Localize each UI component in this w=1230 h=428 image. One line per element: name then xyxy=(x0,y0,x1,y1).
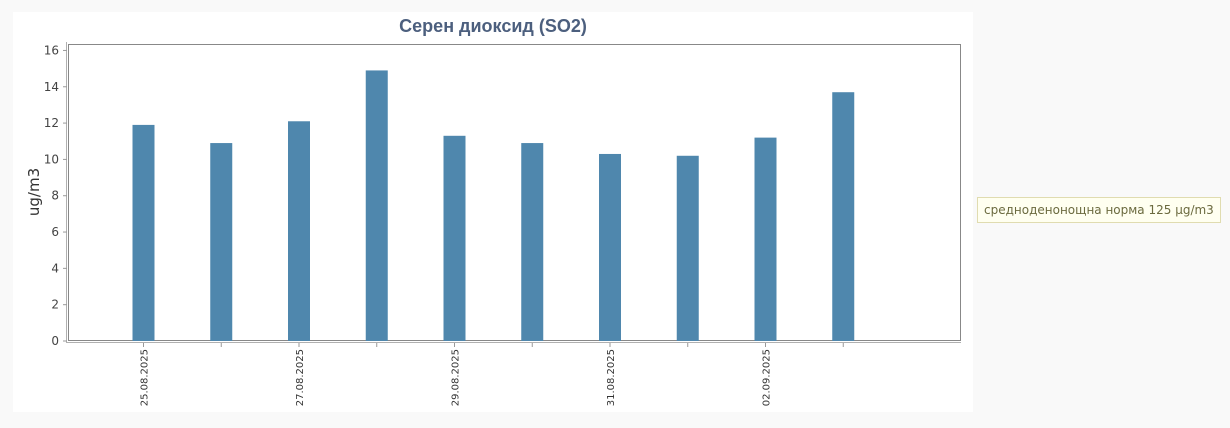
y-axis-ticks: 0 2 4 6 8 10 12 14 16 xyxy=(44,43,67,348)
y-tick-label: 10 xyxy=(44,152,59,166)
bar-31.08.2025[interactable] xyxy=(599,153,621,341)
x-tick-label: 25.08.2025 xyxy=(140,349,151,406)
y-tick-label: 14 xyxy=(44,80,59,94)
bar-30.08.2025[interactable] xyxy=(521,143,544,341)
y-axis-label: ug/m3 xyxy=(25,168,43,216)
bars xyxy=(132,70,855,342)
x-axis-ticks: 25.08.2025 27.08.2025 29.08.2025 31.08.2025… xyxy=(140,343,844,406)
y-tick-label: 0 xyxy=(51,334,59,348)
bar-28.08.2025[interactable] xyxy=(365,70,388,341)
x-tick-label: 29.08.2025 xyxy=(451,349,462,406)
bar-03.09.2025[interactable] xyxy=(832,92,855,341)
bar-02.09.2025[interactable] xyxy=(754,137,777,341)
y-tick-label: 8 xyxy=(51,189,59,203)
x-tick-label: 27.08.2025 xyxy=(295,349,306,406)
bar-27.08.2025[interactable] xyxy=(288,121,310,342)
bar-25.08.2025[interactable] xyxy=(132,124,155,341)
y-tick-label: 6 xyxy=(51,225,59,239)
so2-bar-chart: Серен диоксид (SO2) ug/m3 0246810121416 … xyxy=(25,16,961,406)
bar-26.08.2025[interactable] xyxy=(210,143,233,341)
x-tick-label: 31.08.2025 xyxy=(606,349,617,406)
chart-title: Серен диоксид (SO2) xyxy=(399,16,587,36)
chart-panel: Серен диоксид (SO2) ug/m3 0 2 4 6 8 10 12 14 16 … xyxy=(13,12,973,412)
y-tick-label: 2 xyxy=(51,298,59,312)
norm-note: средноденонощна норма 125 µg/m3 xyxy=(977,197,1221,223)
y-tick-label: 4 xyxy=(51,261,59,275)
plot-area-frame xyxy=(68,44,961,341)
x-tick-label: 02.09.2025 xyxy=(762,349,773,406)
y-tick-label: 12 xyxy=(44,116,59,130)
bar-29.08.2025[interactable] xyxy=(443,135,466,341)
bar-01.09.2025[interactable] xyxy=(676,155,699,341)
y-tick-label: 16 xyxy=(44,43,59,57)
